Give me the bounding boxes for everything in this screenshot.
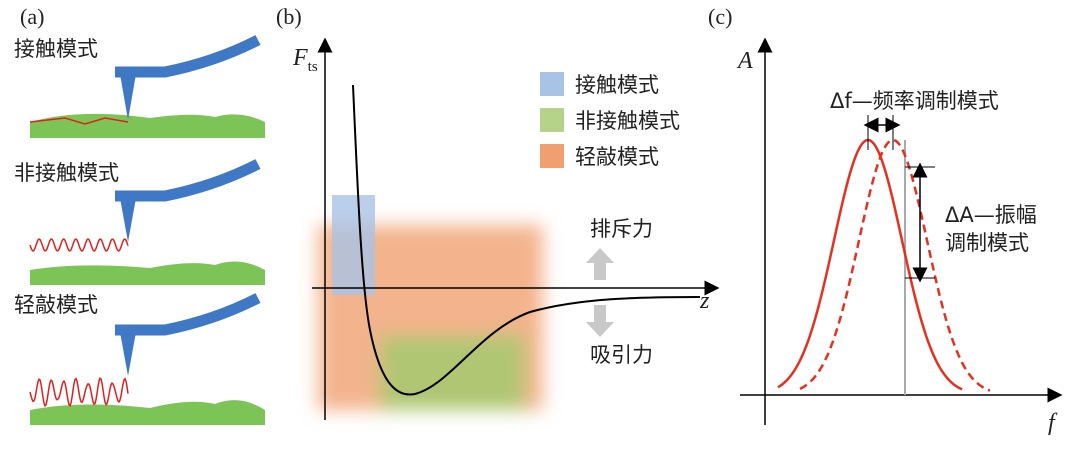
contact-region: [332, 195, 375, 295]
repulsive-label: 排斥力: [590, 217, 653, 241]
mode-b: 非接触模式: [14, 159, 265, 285]
shifted-curve: [799, 138, 991, 392]
panel-label: (a): [20, 4, 44, 29]
mode-label: 轻敲模式: [14, 293, 98, 317]
force-curve: [352, 84, 701, 396]
legend-label: 轻敲模式: [575, 145, 659, 169]
mode-label: 接触模式: [14, 37, 98, 61]
legend-label: 接触模式: [575, 73, 659, 97]
legend-swatch: [540, 72, 564, 96]
annotation: 调制模式: [945, 231, 1029, 255]
resonance-curve: [777, 138, 963, 391]
legend-swatch: [540, 144, 564, 168]
panel-label: (b): [276, 4, 302, 29]
y-axis-label: A: [736, 48, 753, 74]
y-axis-label: Fts: [292, 45, 318, 75]
legend-label: 非接触模式: [575, 109, 680, 133]
mode-c: 轻敲模式: [14, 293, 265, 425]
x-axis-label: f: [1048, 410, 1058, 436]
subscript: ts: [308, 59, 318, 75]
annotation: ΔA—振幅: [945, 203, 1037, 227]
attractive-label: 吸引力: [590, 343, 653, 367]
panel-label: (c): [708, 4, 732, 29]
x-axis-label: z: [699, 288, 710, 314]
mode-label: 非接触模式: [14, 161, 119, 185]
mode-a: 接触模式: [14, 35, 265, 138]
annotation: Δf—频率调制模式: [830, 89, 999, 113]
symbol: F: [292, 45, 308, 71]
legend-swatch: [540, 108, 564, 132]
regions: [318, 225, 543, 410]
